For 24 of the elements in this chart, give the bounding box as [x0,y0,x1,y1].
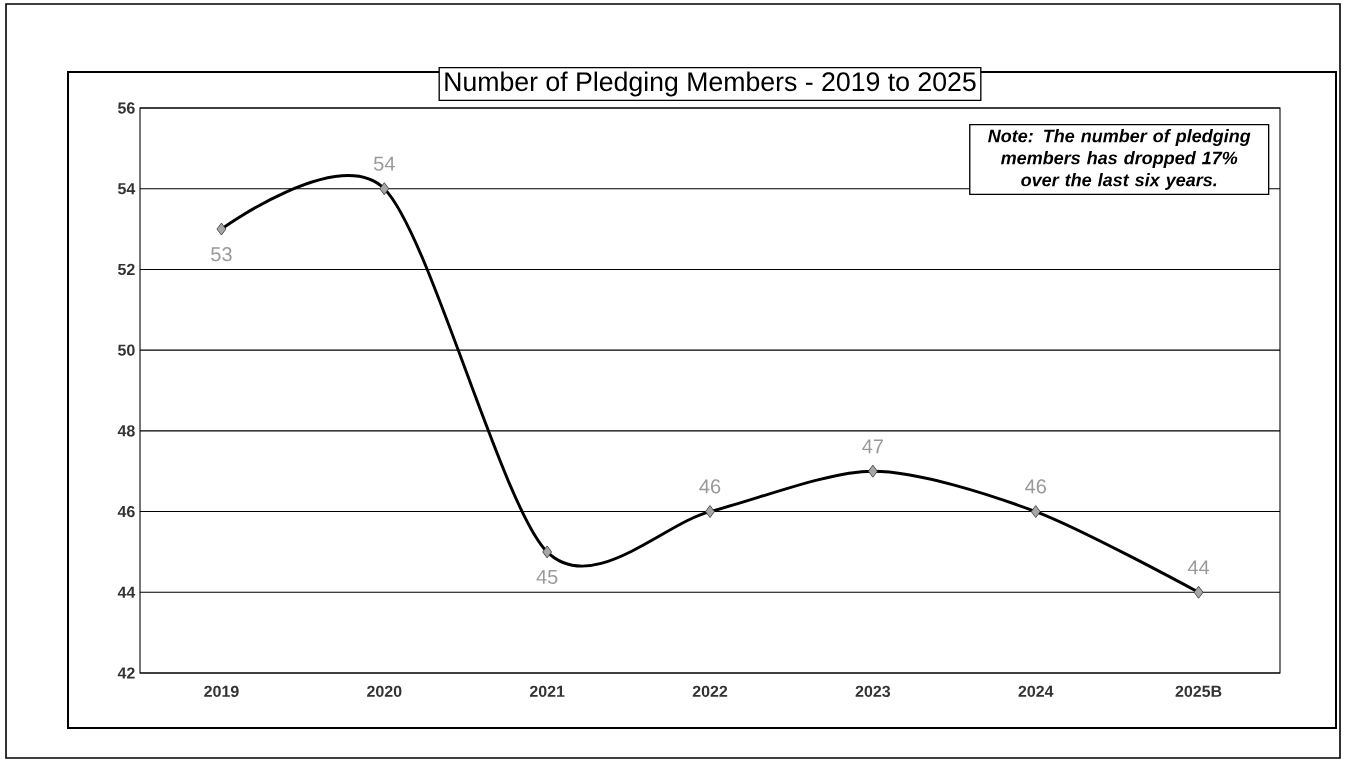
data-label: 45 [536,569,558,584]
data-label: 46 [1025,479,1046,494]
data-label: 53 [211,247,232,262]
x-tick-label: 2025B [1175,685,1222,698]
data-label: 46 [699,479,721,494]
y-tick-label: 50 [118,344,135,356]
annotation: Note: The number of pledging members has dropped 17% over the last six years. [988,129,1251,190]
x-tick-label: 2024 [1018,685,1054,698]
x-tick-label: 2021 [529,685,565,698]
x-tick-label: 2020 [367,685,402,698]
x-tick-label: 2022 [692,685,728,698]
data-label: 44 [1187,560,1210,575]
x-tick-label: 2023 [855,685,891,698]
x-tick-label: 2019 [204,685,239,698]
y-tick-label: 56 [118,102,135,114]
chart-title: Number of Pledging Members - 2019 to 2025 [445,71,976,97]
y-tick-label: 44 [117,586,136,598]
y-tick-label: 46 [117,505,135,518]
y-tick-label: 54 [118,183,136,195]
y-tick-label: 42 [117,667,135,679]
data-label: 54 [373,156,395,171]
data-label: 47 [862,439,883,454]
y-tick-label: 48 [117,425,135,437]
y-tick-label: 52 [118,263,135,276]
